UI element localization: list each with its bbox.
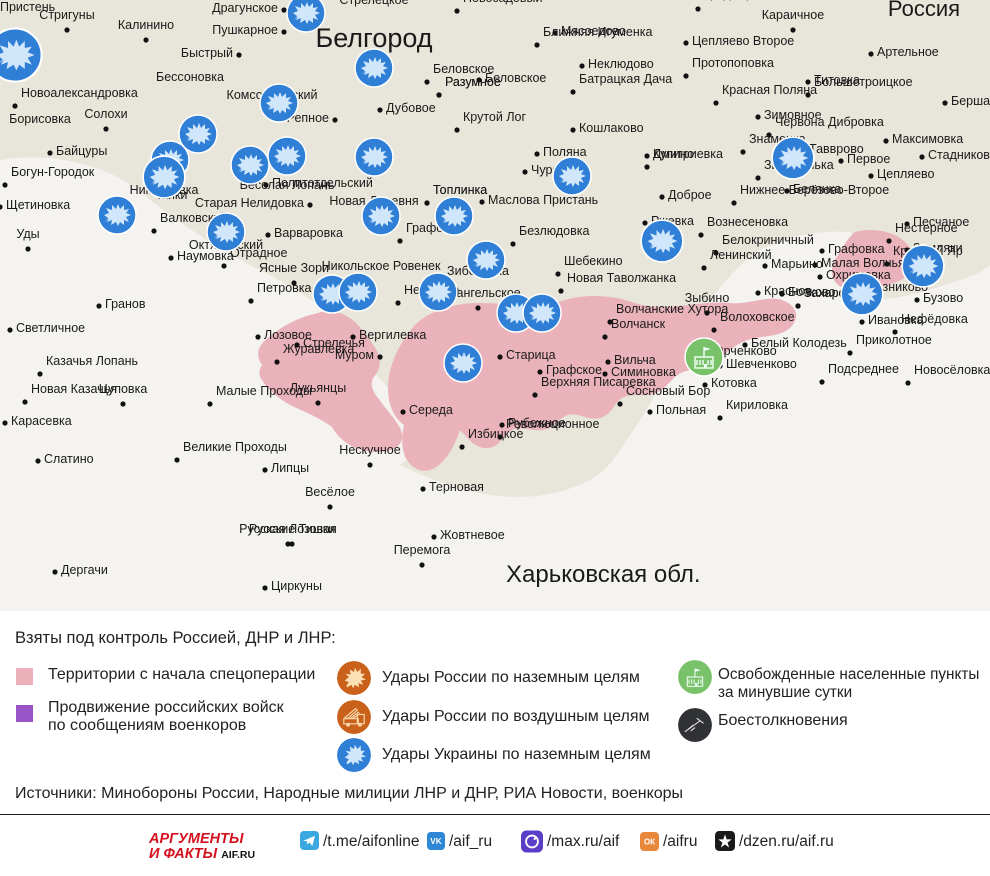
svg-text:VK: VK bbox=[430, 837, 442, 846]
svg-text:ОК: ОК bbox=[644, 838, 655, 847]
